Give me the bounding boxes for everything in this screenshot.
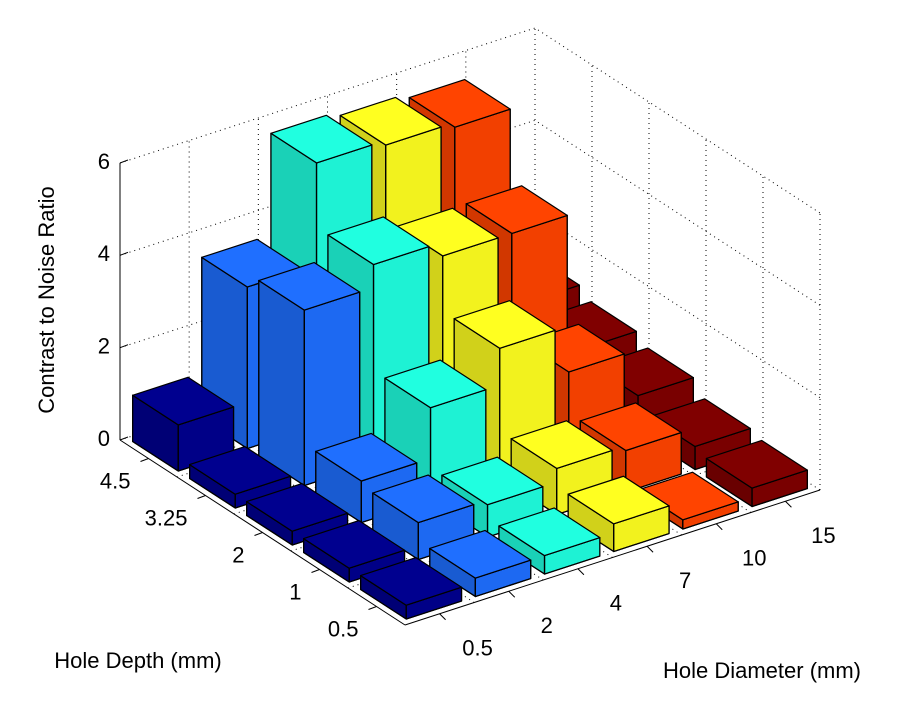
bar	[189, 446, 292, 509]
z-tick-label: 4	[98, 241, 110, 266]
z-tick	[119, 251, 129, 256]
bar-face	[339, 96, 442, 146]
bar-face	[429, 529, 532, 579]
y-tick-label: 4.5	[100, 468, 131, 493]
bar-shade	[258, 279, 305, 487]
z-tick	[119, 436, 129, 441]
bar	[498, 507, 601, 575]
y-tick	[197, 495, 206, 499]
z-tick-label: 2	[98, 333, 110, 358]
bar	[303, 519, 406, 583]
y-tick	[254, 532, 263, 536]
bar-face	[258, 261, 361, 311]
bar-face	[246, 483, 349, 532]
x-tick	[715, 523, 723, 531]
x-tick	[508, 590, 516, 598]
bar-face	[315, 432, 418, 482]
bar-face	[441, 456, 544, 506]
y-tick-label: 2	[232, 542, 244, 567]
bar-face	[327, 216, 430, 266]
x-tick-label: 15	[811, 523, 835, 548]
grid-line	[119, 27, 821, 214]
x-axis	[404, 489, 821, 626]
y-tick	[368, 606, 377, 610]
y-tick	[140, 458, 149, 462]
bar-face	[372, 474, 475, 524]
z-tick	[119, 159, 129, 164]
bar-face	[408, 78, 511, 128]
z-tick	[119, 344, 129, 349]
x-axis-label: Hole Diameter (mm)	[663, 658, 861, 683]
bar-face	[189, 446, 292, 495]
y-tick-label: 3.25	[145, 505, 188, 530]
bar	[567, 475, 670, 553]
bar-face	[360, 556, 463, 606]
x-tick-label: 0.5	[462, 636, 493, 661]
bar-face	[705, 439, 808, 489]
x-tick-label: 4	[610, 591, 622, 616]
x-tick-label: 7	[679, 568, 691, 593]
bar	[705, 439, 808, 508]
bar-face	[465, 185, 568, 234]
bar	[258, 261, 361, 487]
bar	[360, 556, 463, 620]
y-tick	[311, 569, 320, 573]
bar-face	[510, 420, 613, 469]
z-tick-label: 6	[98, 149, 110, 174]
bar-face	[567, 475, 670, 525]
x-tick-label: 2	[541, 613, 553, 638]
y-axis-label: Hole Depth (mm)	[54, 648, 221, 673]
bar-face	[303, 519, 406, 569]
bar	[429, 529, 532, 598]
bar	[246, 483, 349, 546]
z-axis-label: Contrast to Noise Ratio	[34, 186, 59, 413]
x-tick	[646, 545, 654, 553]
bar-face	[384, 359, 487, 409]
bar-face	[453, 300, 556, 349]
x-tick	[785, 500, 792, 508]
grid-line	[119, 119, 821, 306]
bar-face	[579, 402, 682, 452]
y-tick-label: 1	[289, 579, 301, 604]
z-tick-label: 0	[98, 426, 110, 451]
x-tick-label: 10	[742, 546, 766, 571]
bar-face	[132, 376, 235, 426]
bar-face	[270, 114, 373, 164]
y-tick-label: 0.5	[328, 616, 359, 641]
x-tick	[577, 568, 585, 576]
bar-face	[498, 507, 601, 557]
x-tick	[439, 613, 446, 621]
